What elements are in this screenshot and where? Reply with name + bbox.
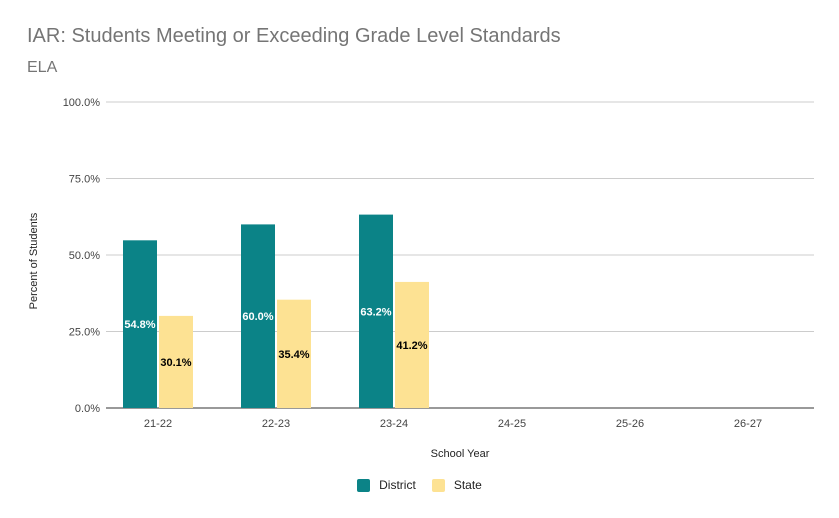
data-label: 60.0% <box>242 311 273 323</box>
data-label: 54.8% <box>124 319 155 331</box>
x-axis-title: School Year <box>431 448 490 460</box>
bar-state <box>277 299 311 408</box>
data-label: 30.1% <box>160 357 191 369</box>
y-tick-label: 25.0% <box>69 327 100 339</box>
y-tick-label: 100.0% <box>63 97 101 109</box>
legend: District State <box>0 478 839 492</box>
bar-state <box>395 281 429 408</box>
x-tick-label: 22-23 <box>262 418 290 430</box>
x-tick-label: 21-22 <box>144 418 172 430</box>
chart-title: IAR: Students Meeting or Exceeding Grade… <box>27 25 561 47</box>
legend-swatch-district <box>357 478 371 492</box>
bar-district <box>123 240 157 408</box>
data-label: 63.2% <box>360 306 391 318</box>
legend-label-state: State <box>453 478 482 492</box>
x-tick-label: 26-27 <box>734 418 762 430</box>
x-tick-label: 24-25 <box>498 418 526 430</box>
data-label: 35.4% <box>278 349 309 361</box>
legend-item-district: District <box>357 478 416 492</box>
x-tick-label: 25-26 <box>616 418 644 430</box>
y-tick-label: 50.0% <box>69 250 100 262</box>
legend-item-state: State <box>431 478 482 492</box>
y-tick-label: 0.0% <box>75 403 100 415</box>
x-tick-label: 23-24 <box>380 418 408 430</box>
y-axis-title: Percent of Students <box>28 212 40 309</box>
bar-district <box>241 224 275 408</box>
chart-subtitle: ELA <box>27 59 58 76</box>
legend-label-district: District <box>379 478 416 492</box>
legend-swatch-state <box>431 478 445 492</box>
data-label: 41.2% <box>396 340 427 352</box>
y-tick-label: 75.0% <box>69 174 100 186</box>
bar-state <box>159 315 193 408</box>
bar-district <box>359 214 393 408</box>
